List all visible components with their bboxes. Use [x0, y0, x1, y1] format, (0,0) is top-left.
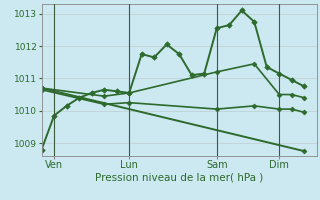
- X-axis label: Pression niveau de la mer( hPa ): Pression niveau de la mer( hPa ): [95, 173, 263, 183]
